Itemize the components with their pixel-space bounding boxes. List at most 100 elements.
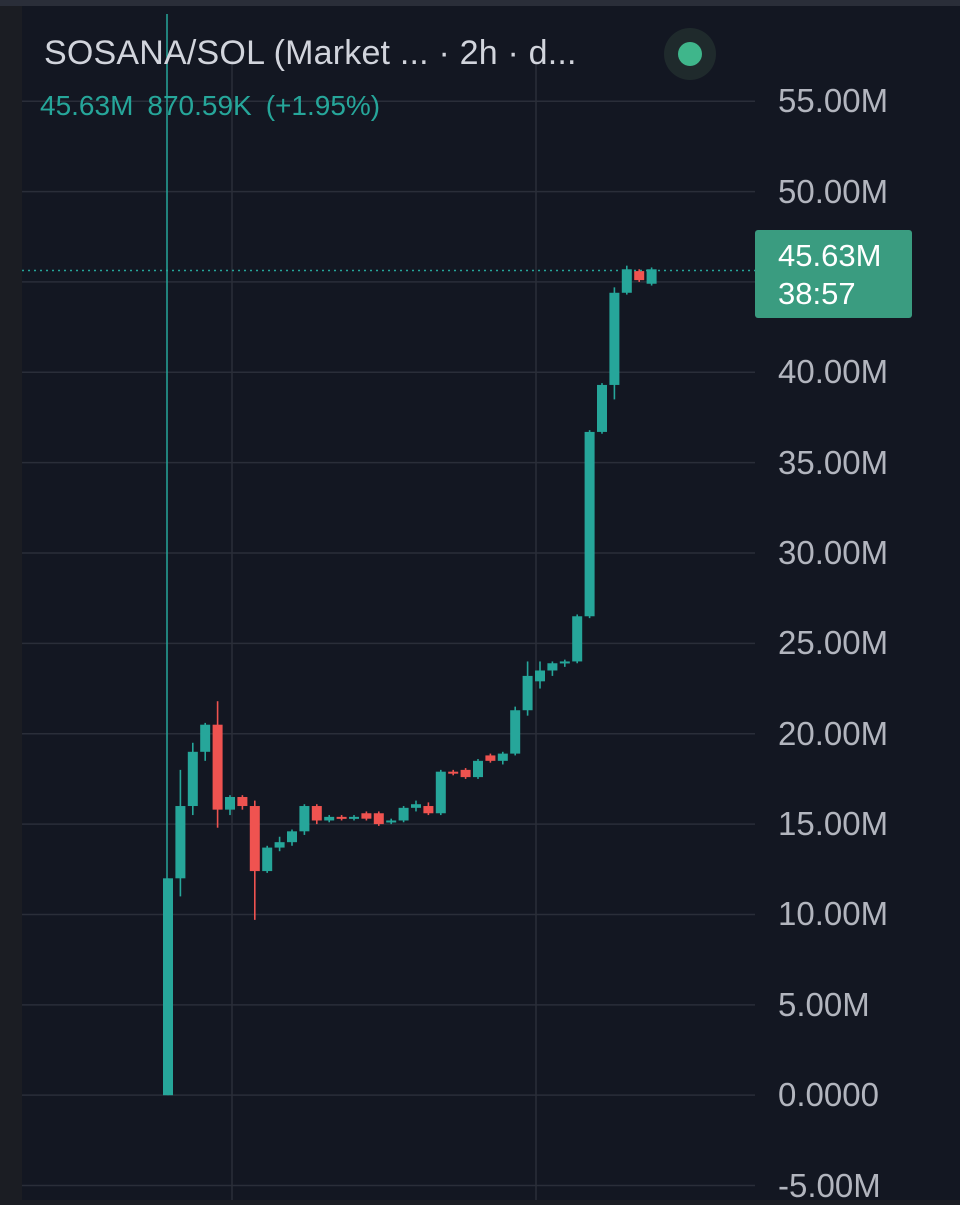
candle-body xyxy=(200,724,211,752)
candle xyxy=(237,795,248,810)
y-tick-label: -5.00M xyxy=(778,1166,881,1204)
candle-body xyxy=(572,616,583,662)
candle-body xyxy=(163,878,173,1096)
candle-body xyxy=(497,753,508,761)
candle xyxy=(398,806,409,823)
candle-body xyxy=(225,796,235,810)
candle xyxy=(646,267,657,286)
candle xyxy=(497,751,508,765)
market-status-icon[interactable] xyxy=(664,28,716,80)
candle xyxy=(559,659,570,667)
y-tick-label: 20.00M xyxy=(778,714,889,752)
candle xyxy=(200,722,211,761)
candle xyxy=(336,815,347,821)
y-tick-label: 40.00M xyxy=(778,353,889,391)
candle-body xyxy=(448,771,459,774)
legend-change-percent: (+1.95%) xyxy=(265,90,381,121)
candle xyxy=(386,818,397,825)
candle-body xyxy=(398,807,409,821)
candle-body xyxy=(237,796,248,807)
candle-body xyxy=(597,384,607,432)
candle xyxy=(572,614,583,664)
candle xyxy=(262,845,273,873)
y-tick-label: 15.00M xyxy=(778,805,889,843)
candle-body xyxy=(435,771,446,814)
y-tick-label: 50.00M xyxy=(778,172,889,210)
candle-body xyxy=(311,806,322,821)
y-tick-label: 0.0000 xyxy=(778,1076,879,1114)
candle-body xyxy=(510,710,521,754)
candle-body xyxy=(361,813,372,819)
candle-body xyxy=(373,813,384,825)
candle xyxy=(163,878,173,1096)
grid-lines xyxy=(22,60,755,1200)
candle-body xyxy=(621,269,632,293)
y-tick-label: 35.00M xyxy=(778,443,889,481)
candle-body xyxy=(634,271,645,281)
candle-body xyxy=(262,847,273,872)
y-tick-label: 25.00M xyxy=(778,624,889,662)
candle-body xyxy=(547,663,558,671)
candle xyxy=(187,742,198,816)
candle xyxy=(597,383,607,434)
candles xyxy=(163,265,657,1096)
candle xyxy=(411,800,421,812)
candle xyxy=(373,811,384,826)
candle-body xyxy=(324,816,335,821)
candle-body xyxy=(460,769,471,778)
candle xyxy=(448,769,459,776)
candle xyxy=(547,661,558,676)
candle-body xyxy=(522,675,533,711)
chart-title[interactable]: SOSANA/SOL (Market ... · 2h · d... xyxy=(44,34,577,72)
candle-body xyxy=(485,755,496,761)
candle-body xyxy=(287,831,297,843)
candle-body xyxy=(349,816,359,819)
candle xyxy=(522,661,533,716)
candle-body xyxy=(535,670,545,682)
candle xyxy=(311,804,322,825)
candle xyxy=(175,769,186,897)
current-price-value: 45.63M xyxy=(778,238,882,273)
candle xyxy=(423,802,434,816)
candle-body xyxy=(423,806,434,814)
candle-body xyxy=(249,806,260,872)
y-tick-label: 10.00M xyxy=(778,895,889,933)
candle xyxy=(299,804,310,835)
candle-body xyxy=(212,724,223,810)
candle xyxy=(584,430,595,619)
candle-body xyxy=(336,816,347,819)
candle-body xyxy=(386,820,397,823)
bar-countdown-timer: 38:57 xyxy=(778,276,856,311)
candle-body xyxy=(175,806,186,879)
candle-body xyxy=(609,292,620,385)
candle xyxy=(609,287,620,400)
ohlc-legend: 45.63M 870.59K (+1.95%) xyxy=(40,90,394,122)
current-price-label: 45.63M 38:57 xyxy=(755,230,912,318)
candle-body xyxy=(411,804,421,808)
candle-body xyxy=(299,806,310,832)
candle-body xyxy=(473,760,483,778)
candle xyxy=(485,753,496,763)
candle-body xyxy=(584,431,595,617)
candle xyxy=(435,769,446,816)
candle-body xyxy=(646,269,657,284)
legend-close-value: 45.63M xyxy=(40,90,134,121)
candle-body xyxy=(187,751,198,807)
chart-panel[interactable] xyxy=(22,6,960,1200)
candle xyxy=(634,269,645,282)
legend-change-value: 870.59K xyxy=(147,90,252,121)
candle xyxy=(349,815,359,821)
y-tick-label: 55.00M xyxy=(778,82,889,120)
candle xyxy=(225,795,235,816)
y-tick-label: 5.00M xyxy=(778,985,870,1023)
price-line-overlay xyxy=(22,14,755,1045)
y-tick-label: 30.00M xyxy=(778,534,889,571)
candle-body xyxy=(559,661,570,664)
candle xyxy=(361,811,372,821)
window-top-edge xyxy=(0,0,960,6)
candle xyxy=(287,829,297,846)
candle xyxy=(274,836,285,852)
candle xyxy=(535,661,545,689)
candle xyxy=(460,768,471,779)
